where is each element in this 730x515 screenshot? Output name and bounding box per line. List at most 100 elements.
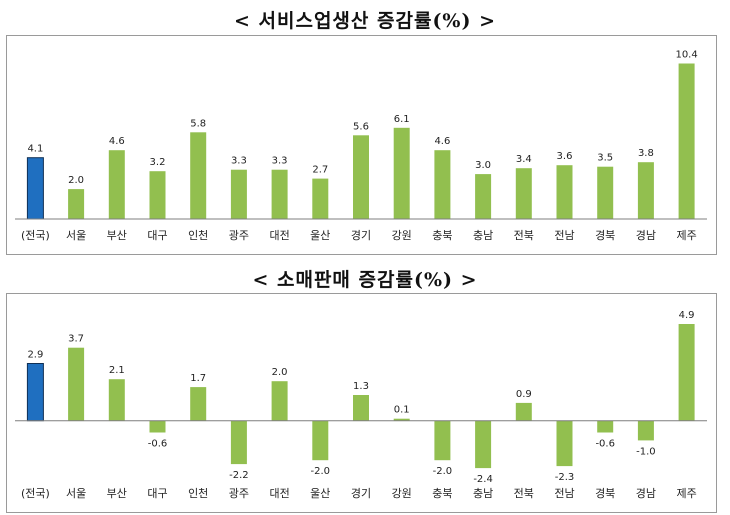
category-label-1-6: 대전 [269,229,289,242]
bar-1-9 [393,127,410,219]
category-label-2-16: 제주 [676,487,696,500]
bar-1-2 [108,150,125,219]
value-label-1-5: 3.3 [231,156,247,167]
chart-panel-service-production: 4.1 (전국) 2.0 서울 4.6 부산 3.2 대구 5.8 인천 3.3 광주 3.3 대전 2.7… [6,35,717,255]
value-label-1-15: 3.8 [638,148,654,159]
bar-2-9 [393,418,410,421]
chart-title-retail-sales: < 소매판매 증감률(%) > [252,269,478,291]
category-label-2-7: 울산 [310,487,330,500]
bar-2-4 [190,387,207,421]
value-label-1-13: 3.6 [557,151,573,162]
category-label-2-6: 대전 [269,487,289,500]
value-label-2-11: -2.4 [473,474,493,485]
category-label-2-5: 광주 [229,487,249,500]
value-label-1-1: 2.0 [68,175,84,186]
value-label-2-15: -1.0 [636,446,656,457]
category-label-1-11: 충남 [473,229,493,242]
bar-1-7 [312,178,329,219]
category-label-1-2: 부산 [107,229,127,242]
value-label-2-7: -2.0 [311,466,331,477]
value-label-2-10: -2.0 [433,466,453,477]
category-label-2-0: (전국) [21,487,50,500]
chart-title-service-production: < 서비스업생산 증감률(%) > [233,10,497,32]
value-label-1-2: 4.6 [109,136,125,147]
value-label-2-12: 0.9 [516,389,532,400]
bar-2-11 [475,420,492,469]
chart-svg-retail-sales: 2.9 (전국) 3.7 서울 2.1 부산 -0.6 대구 1.7 인천 -2.2 광주 2.0 대전 -… [15,310,707,500]
bar-2-8 [353,395,369,421]
value-label-1-6: 3.3 [272,156,288,167]
bar-2-10 [434,420,451,461]
bar-1-10 [434,150,451,219]
category-label-2-2: 부산 [107,487,127,500]
category-label-2-12: 전북 [514,487,534,500]
value-label-2-8: 1.3 [353,381,369,392]
category-label-1-15: 경남 [636,229,656,242]
value-label-1-12: 3.4 [516,154,532,165]
bar-2-0 [26,363,44,422]
category-label-2-9: 강원 [392,487,412,500]
category-label-1-12: 전북 [514,229,534,242]
category-label-1-3: 대구 [147,229,167,242]
bar-1-6 [271,169,288,219]
category-label-1-1: 서울 [66,229,86,242]
category-label-1-10: 충북 [432,229,452,242]
value-label-2-4: 1.7 [190,373,206,384]
value-label-2-2: 2.1 [109,365,125,376]
value-label-1-11: 3.0 [475,160,491,171]
bar-2-7 [312,420,329,461]
bar-1-5 [230,169,247,219]
bar-1-14 [597,166,614,219]
category-label-2-4: 인천 [188,486,208,500]
value-label-2-13: -2.3 [555,472,575,483]
bar-1-13 [556,165,573,219]
value-label-1-16: 10.4 [675,50,697,61]
value-label-2-9: 0.1 [394,405,410,416]
bar-1-1 [68,189,85,219]
category-label-1-16: 제주 [676,229,696,242]
category-label-2-1: 서울 [66,487,86,500]
bar-2-3 [149,420,166,433]
bar-1-11 [475,174,492,219]
category-label-2-8: 경기 [351,487,371,500]
value-label-1-8: 5.6 [353,121,369,132]
chart-panel-retail-sales: 2.9 (전국) 3.7 서울 2.1 부산 -0.6 대구 1.7 인천 -2.2 광주 2.0 대전 -… [6,293,717,513]
category-label-2-14: 경북 [595,487,615,500]
value-label-1-10: 4.6 [434,136,450,147]
bar-2-16 [678,324,695,421]
bar-2-14 [597,420,614,433]
bar-1-12 [515,168,532,219]
category-label-1-13: 전남 [554,229,574,242]
bar-1-8 [353,135,369,219]
bar-2-5 [230,420,247,465]
value-label-2-1: 3.7 [68,334,84,345]
bar-2-6 [271,381,288,421]
value-label-1-4: 5.8 [190,118,206,129]
bar-2-2 [108,379,125,421]
bar-2-12 [515,402,532,421]
bar-2-15 [637,420,654,441]
value-label-1-7: 2.7 [312,165,328,176]
value-label-2-16: 4.9 [679,310,695,321]
value-label-2-14: -0.6 [595,439,615,450]
category-label-1-8: 경기 [351,229,371,242]
bar-2-13 [556,420,573,467]
value-label-2-6: 2.0 [272,367,288,378]
category-label-1-9: 강원 [392,229,412,242]
value-label-2-3: -0.6 [148,439,168,450]
value-label-1-14: 3.5 [597,153,613,164]
value-label-2-5: -2.2 [229,470,249,481]
category-label-1-0: (전국) [21,229,50,242]
category-label-1-7: 울산 [310,229,330,242]
bar-1-16 [678,63,695,219]
chart-svg-service-production: 4.1 (전국) 2.0 서울 4.6 부산 3.2 대구 5.8 인천 3.3 광주 3.3 대전 2.7… [15,50,707,242]
value-label-1-9: 6.1 [394,114,410,125]
value-label-1-3: 3.2 [150,157,166,168]
bar-1-15 [637,162,654,219]
bar-1-4 [190,132,207,219]
category-label-1-4: 인천 [188,228,208,242]
category-label-1-5: 광주 [229,229,249,242]
bar-1-0 [26,157,44,220]
bar-1-3 [149,171,166,219]
category-label-1-14: 경북 [595,229,615,242]
